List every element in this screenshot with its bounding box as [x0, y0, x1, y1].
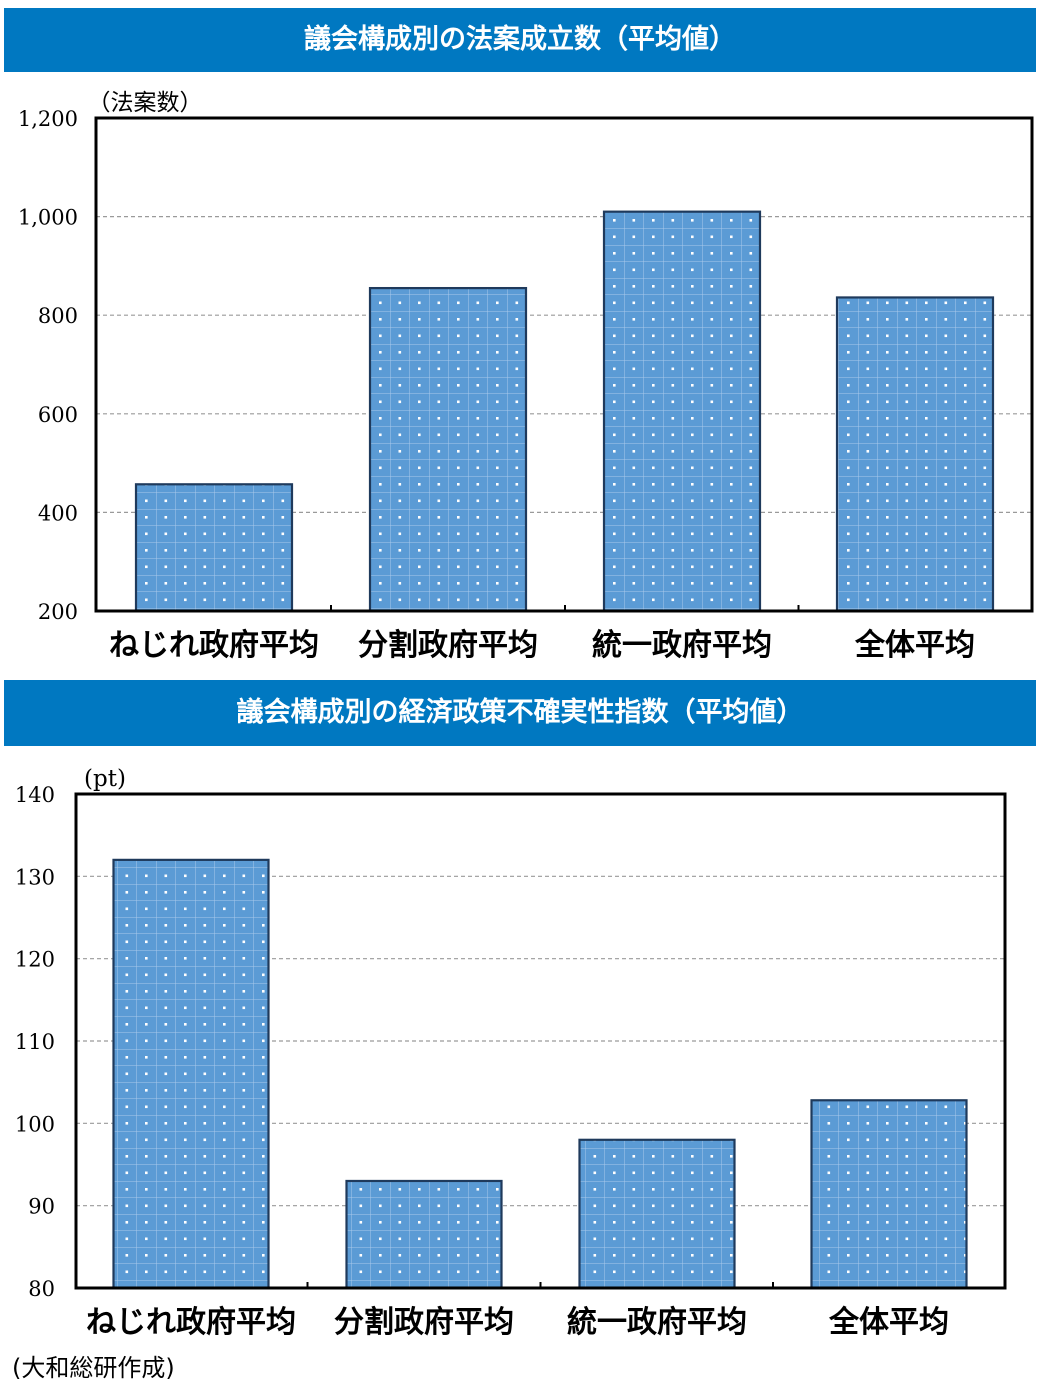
category-label: 統一政府平均: [567, 1305, 747, 1340]
y-tick-label: 600: [38, 403, 78, 427]
bar-2: [368, 286, 528, 613]
y-tick-label: 130: [15, 865, 55, 889]
category-label: 統一政府平均: [592, 628, 772, 663]
y-axis-unit-label: (pt): [84, 766, 126, 792]
bar-1: [112, 858, 270, 1290]
y-tick-label: 800: [38, 304, 78, 328]
bar-4: [835, 296, 995, 613]
bar-1: [134, 483, 294, 613]
bar-3: [578, 1138, 736, 1290]
bar-3: [602, 210, 762, 613]
bar-4: [810, 1099, 968, 1290]
source-note: (大和総研作成): [12, 1354, 175, 1382]
y-tick-label: 80: [28, 1277, 55, 1301]
chart2-plot: 80 90 100 110 120 130 140 (pt) ねじれ政府平均 分割政府平均 統一政府…: [15, 766, 1007, 1340]
y-tick-label: 1,200: [18, 107, 78, 131]
y-tick-label: 140: [15, 783, 55, 807]
chart1-title: 議会構成別の法案成立数（平均値）: [4, 8, 1036, 72]
y-tick-label: 90: [28, 1195, 55, 1219]
y-axis-unit-label: （法案数）: [88, 90, 203, 116]
category-label: 分割政府平均: [334, 1305, 514, 1340]
y-tick-label: 110: [15, 1030, 55, 1054]
bar-2: [345, 1179, 503, 1290]
category-label: ねじれ政府平均: [109, 628, 319, 663]
category-label: 分割政府平均: [358, 628, 538, 663]
chart2-title: 議会構成別の経済政策不確実性指数（平均値）: [4, 680, 1036, 746]
category-label: ねじれ政府平均: [86, 1305, 296, 1340]
y-tick-label: 200: [38, 600, 78, 624]
category-label: 全体平均: [828, 1305, 949, 1340]
y-tick-label: 120: [15, 948, 55, 972]
chart1-plot: 200 400 600 800 1,000 1,200 （法案数） ねじれ政府平均 分割政府平均…: [18, 90, 1034, 663]
y-tick-label: 400: [38, 501, 78, 525]
y-tick-label: 1,000: [18, 206, 78, 230]
category-label: 全体平均: [854, 628, 975, 663]
y-tick-label: 100: [15, 1112, 55, 1136]
